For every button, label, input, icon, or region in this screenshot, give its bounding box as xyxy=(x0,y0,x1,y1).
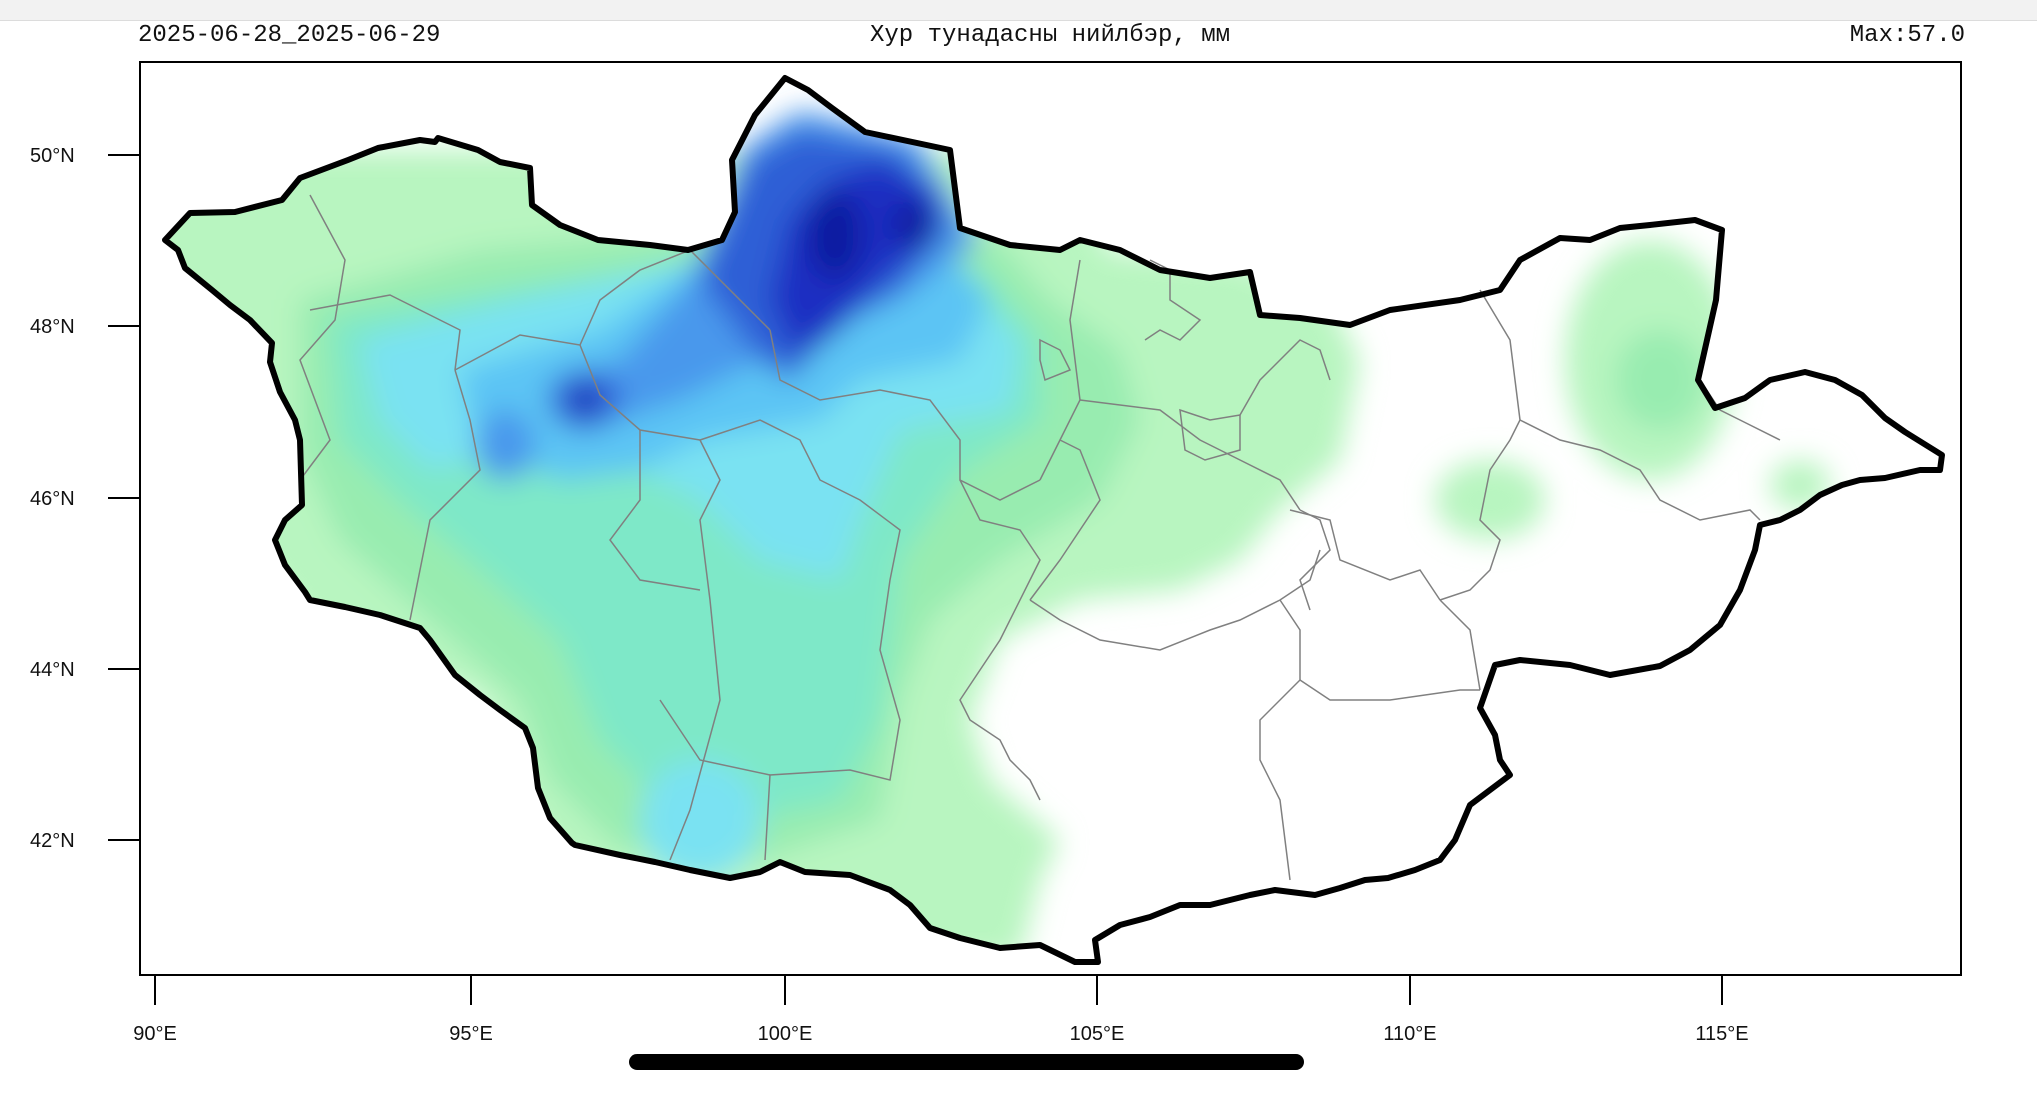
max-value-label: Max:57.0 xyxy=(1849,22,1965,49)
lon-tick-label: 95°E xyxy=(449,1023,493,1045)
precip-layer xyxy=(575,388,595,412)
lat-tick-label: 44°N xyxy=(30,659,75,681)
country-border xyxy=(162,75,1945,965)
precip-layer xyxy=(1615,330,1705,430)
precip-layer xyxy=(807,190,863,280)
province-borders xyxy=(299,194,1781,881)
lat-tick-label: 48°N xyxy=(30,316,75,338)
precip-layer xyxy=(893,200,937,250)
precip-layer xyxy=(640,760,760,880)
precip-layer xyxy=(1435,460,1545,540)
map-title: Хур тунадасны нийлбэр, мм xyxy=(870,22,1231,49)
lon-tick-label: 100°E xyxy=(758,1023,813,1045)
lat-axis: 50°N 48°N 46°N 44°N 42°N xyxy=(30,145,140,852)
lon-tick-label: 105°E xyxy=(1070,1023,1125,1045)
browser-top-bar xyxy=(0,0,2037,21)
home-indicator-bar[interactable] xyxy=(629,1054,1304,1070)
lon-tick-label: 90°E xyxy=(133,1023,177,1045)
lat-tick-label: 50°N xyxy=(30,145,75,167)
date-range-label: 2025-06-28_2025-06-29 xyxy=(138,22,441,49)
precipitation-shading xyxy=(165,110,1830,960)
precip-layer xyxy=(475,410,535,480)
lat-tick-label: 42°N xyxy=(30,830,75,852)
lat-tick-label: 46°N xyxy=(30,488,75,510)
lon-tick-label: 110°E xyxy=(1383,1023,1436,1045)
lon-tick-label: 115°E xyxy=(1695,1023,1748,1045)
lon-axis: 90°E 95°E 100°E 105°E 110°E 115°E xyxy=(133,975,1749,1045)
